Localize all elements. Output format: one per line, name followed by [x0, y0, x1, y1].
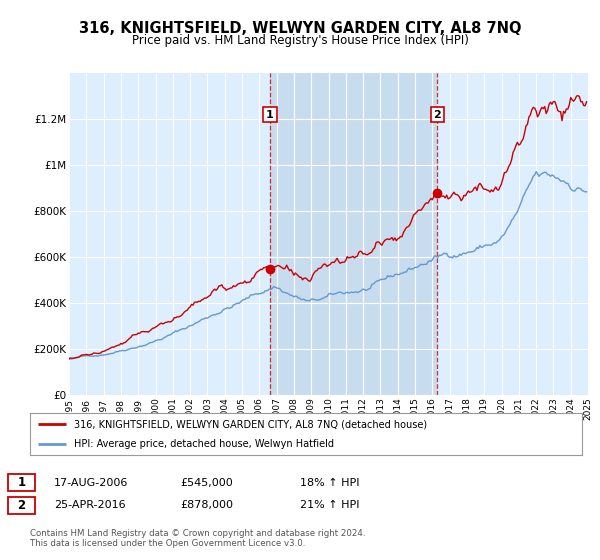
Text: 21% ↑ HPI: 21% ↑ HPI — [300, 500, 359, 510]
Text: Price paid vs. HM Land Registry's House Price Index (HPI): Price paid vs. HM Land Registry's House … — [131, 34, 469, 46]
Text: Contains HM Land Registry data © Crown copyright and database right 2024.: Contains HM Land Registry data © Crown c… — [30, 529, 365, 538]
Text: 25-APR-2016: 25-APR-2016 — [54, 500, 125, 510]
Text: £878,000: £878,000 — [180, 500, 233, 510]
Text: 17-AUG-2006: 17-AUG-2006 — [54, 478, 128, 488]
Text: 18% ↑ HPI: 18% ↑ HPI — [300, 478, 359, 488]
Text: 1: 1 — [17, 476, 26, 489]
Text: £545,000: £545,000 — [180, 478, 233, 488]
Text: 316, KNIGHTSFIELD, WELWYN GARDEN CITY, AL8 7NQ: 316, KNIGHTSFIELD, WELWYN GARDEN CITY, A… — [79, 21, 521, 36]
Text: 2: 2 — [433, 110, 441, 120]
Text: 1: 1 — [266, 110, 274, 120]
Text: 316, KNIGHTSFIELD, WELWYN GARDEN CITY, AL8 7NQ (detached house): 316, KNIGHTSFIELD, WELWYN GARDEN CITY, A… — [74, 419, 427, 430]
Text: 2: 2 — [17, 498, 26, 512]
Bar — [270, 73, 437, 395]
Text: This data is licensed under the Open Government Licence v3.0.: This data is licensed under the Open Gov… — [30, 539, 305, 548]
Text: HPI: Average price, detached house, Welwyn Hatfield: HPI: Average price, detached house, Welw… — [74, 439, 334, 449]
